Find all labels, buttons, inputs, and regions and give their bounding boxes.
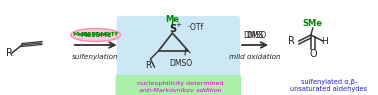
Text: sulfenylation: sulfenylation <box>72 54 119 60</box>
Text: S: S <box>169 24 176 34</box>
Text: mild oxidation: mild oxidation <box>229 54 281 60</box>
Text: DMSO: DMSO <box>169 59 192 68</box>
Text: sulfenylated α,β-: sulfenylated α,β- <box>301 79 357 85</box>
FancyBboxPatch shape <box>116 75 241 95</box>
Text: DMSO: DMSO <box>243 30 266 40</box>
Text: MeSSMe₂OTf: MeSSMe₂OTf <box>73 32 118 38</box>
Text: R: R <box>6 48 13 58</box>
Text: Me: Me <box>166 15 180 23</box>
Text: ⁻OTf: ⁻OTf <box>186 23 204 32</box>
Text: DMS: DMS <box>246 30 264 40</box>
Text: unsaturated aldehydes: unsaturated aldehydes <box>290 86 367 92</box>
Text: H: H <box>321 38 328 46</box>
Text: SMe: SMe <box>303 19 323 27</box>
FancyBboxPatch shape <box>116 16 240 90</box>
Text: +: + <box>175 22 181 28</box>
Ellipse shape <box>71 28 121 42</box>
Text: nucleophilicity determined: nucleophilicity determined <box>137 80 224 86</box>
Text: MeSSMe: MeSSMe <box>80 32 112 38</box>
Text: R: R <box>288 36 294 46</box>
Text: O: O <box>309 49 317 59</box>
Text: anti-Markovnikov addition: anti-Markovnikov addition <box>139 87 222 93</box>
Text: R: R <box>145 61 152 70</box>
